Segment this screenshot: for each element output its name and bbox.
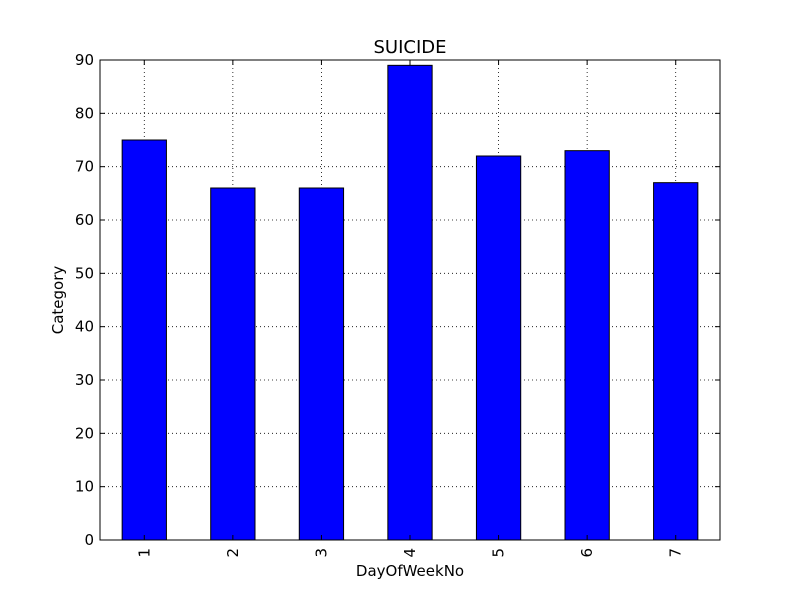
bar-day-1 <box>121 139 167 541</box>
x-tick-label: 3 <box>312 548 330 558</box>
bar-day-2 <box>210 187 256 541</box>
x-tick-label: 2 <box>224 548 242 558</box>
x-tick-labels: 1 2 3 4 5 6 7 <box>135 548 684 558</box>
y-tick-label: 80 <box>75 104 94 122</box>
bar-day-6 <box>564 150 610 541</box>
x-tick-label: 6 <box>578 548 596 558</box>
y-tick-label: 20 <box>75 424 94 442</box>
y-tick-label: 30 <box>75 371 94 389</box>
x-tick-label: 1 <box>135 548 153 558</box>
y-tick-label: 70 <box>75 158 94 176</box>
y-tick-label: 10 <box>75 478 94 496</box>
x-tick-label: 5 <box>490 548 508 558</box>
chart-title: SUICIDE <box>373 37 446 58</box>
x-tick-label: 7 <box>667 548 685 558</box>
bar-day-4 <box>387 64 433 541</box>
y-tick-label: 50 <box>75 264 94 282</box>
bars <box>121 64 699 541</box>
y-tick-label: 40 <box>75 318 94 336</box>
y-axis-title: Category <box>49 266 67 335</box>
bar-day-7 <box>653 182 699 541</box>
x-axis-title: DayOfWeekNo <box>356 562 464 580</box>
bar-day-3 <box>298 187 345 541</box>
y-tick-label: 90 <box>75 51 94 69</box>
tick-marks <box>100 59 720 541</box>
x-tick-label: 4 <box>401 548 419 558</box>
y-tick-labels: 0 10 20 30 40 50 60 70 80 90 <box>75 51 94 549</box>
y-tick-label: 0 <box>84 531 94 549</box>
y-tick-label: 60 <box>75 211 94 229</box>
bar-day-5 <box>475 155 522 541</box>
